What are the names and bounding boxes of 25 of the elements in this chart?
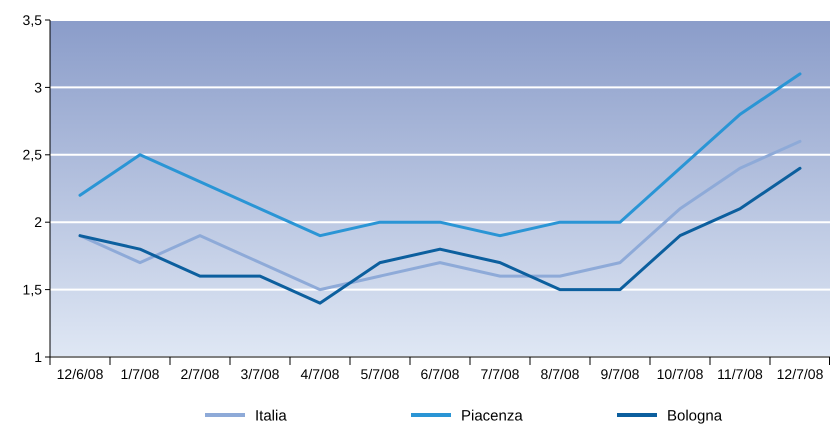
legend-label: Italia — [255, 407, 288, 424]
y-tick-label: 1 — [34, 348, 42, 365]
y-tick-label: 2,5 — [22, 146, 42, 163]
x-tick-label: 6/7/08 — [420, 366, 460, 382]
legend-label: Piacenza — [461, 407, 524, 424]
x-tick-label: 5/7/08 — [360, 366, 400, 382]
x-tick-label: 12/6/08 — [56, 366, 104, 382]
x-tick-label: 3/7/08 — [240, 366, 280, 382]
y-tick-label: 1,5 — [22, 282, 42, 298]
y-tick-label: 3 — [34, 79, 42, 96]
x-tick-label: 9/7/08 — [600, 366, 640, 382]
x-tick-label: 2/7/08 — [180, 366, 220, 382]
line-series — [78, 72, 802, 238]
x-tick-label: 7/7/08 — [480, 366, 520, 382]
x-tick-label: 4/7/08 — [300, 366, 340, 382]
line-series — [78, 166, 802, 305]
x-tick-label: 10/7/08 — [656, 366, 704, 382]
x-tick-label: 12/7/08 — [776, 366, 824, 382]
legend-label: Bologna — [667, 407, 723, 424]
x-tick-label: 8/7/08 — [540, 366, 580, 382]
y-tick-label: 3,5 — [22, 12, 42, 28]
x-tick-label: 1/7/08 — [120, 366, 160, 382]
y-tick-label: 2 — [34, 214, 42, 230]
x-tick-label: 11/7/08 — [717, 366, 764, 382]
line-series — [78, 140, 802, 292]
